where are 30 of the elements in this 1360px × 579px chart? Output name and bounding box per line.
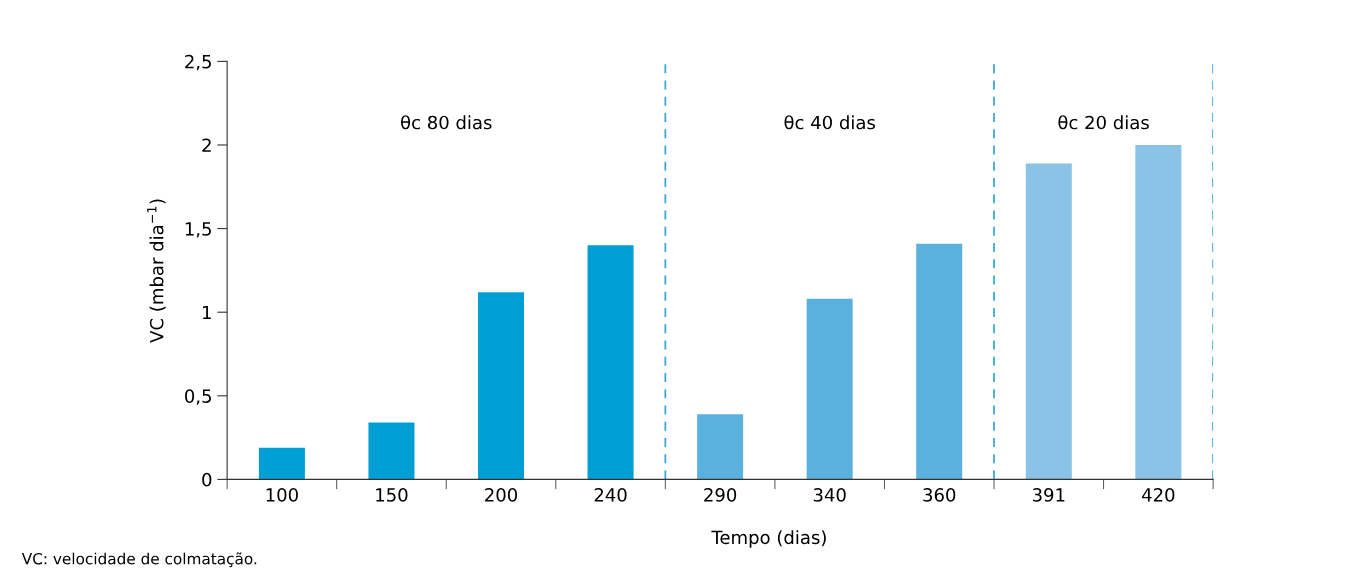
x-tick-label: 100 [266, 488, 298, 502]
x-tick-label: 391 [1032, 488, 1065, 502]
bar [916, 243, 963, 480]
bar [806, 298, 853, 480]
text: VC: velocidade de colmatação. [21, 552, 257, 568]
x-axis-title: Tempo (dias) [711, 530, 826, 548]
bar [368, 422, 415, 480]
x-tick-label: 200 [485, 488, 518, 502]
y-tick-label: 2,5 [185, 54, 211, 71]
y-tick-label: 0 [202, 472, 212, 487]
x-tick-label: 240 [594, 488, 627, 502]
annotation: θc 40 dias [784, 115, 875, 130]
bar [478, 292, 525, 480]
x-tick-label: 340 [813, 488, 846, 502]
x-tick-label: 420 [1141, 488, 1175, 502]
x-tick-label: 150 [376, 488, 408, 502]
x-tick-label: 290 [704, 488, 737, 502]
y-tick-label: 2 [202, 138, 211, 152]
bar [1025, 163, 1072, 480]
bar [1135, 144, 1182, 480]
bar [697, 414, 744, 480]
y-tick-label: 1 [203, 305, 211, 320]
y-axis-title: VC (mbar dia$^{−1}$) [147, 199, 166, 343]
annotation: θc 80 dias [401, 115, 492, 130]
annotation: θc 20 dias [1058, 115, 1149, 130]
y-tick-label: 1,5 [185, 222, 211, 238]
x-tick-label: 360 [923, 488, 956, 502]
bar [587, 245, 634, 480]
bar [258, 447, 305, 480]
y-tick-label: 0,5 [185, 389, 211, 405]
